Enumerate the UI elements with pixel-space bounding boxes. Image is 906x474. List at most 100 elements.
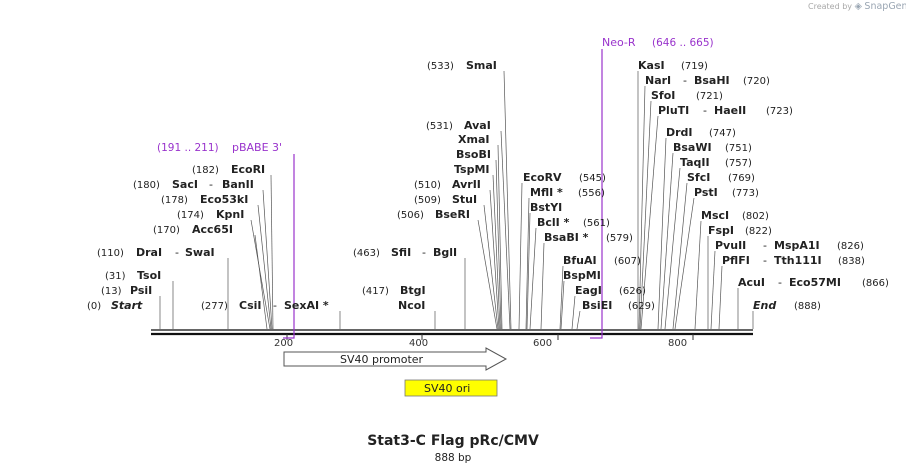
site-bsob[interactable]: BsoBI [456, 148, 491, 161]
site-kpn[interactable]: (174) KpnI [177, 208, 244, 221]
leader-xma [497, 144, 503, 330]
feature-neo-r[interactable]: Neo-R (646 .. 665) [590, 36, 714, 339]
site-csi[interactable]: (277) CsiI - SexAI * [201, 299, 329, 312]
site-fsp-pos: (822) [745, 226, 772, 237]
site-nco[interactable]: NcoI [398, 299, 425, 312]
created-by-text: Created by [808, 2, 853, 11]
site-acu[interactable]: AcuI - Eco57MI (866) [738, 276, 889, 289]
leader-bsie [576, 310, 581, 330]
site-bsty-name: BstYI [530, 201, 562, 214]
leader-sfc [672, 182, 688, 330]
site-pvu2-sep: - [763, 239, 767, 252]
site-sac-name: SacI [172, 178, 198, 191]
site-start-pos: (0) [87, 301, 101, 312]
neo-r-primer-line [590, 49, 603, 339]
site-bcl-pos: (561) [583, 218, 610, 229]
pbabe3-range: (191 .. 211) [157, 142, 219, 154]
leader-sfo [639, 100, 652, 330]
scale-ticks: 200 400 600 800 [274, 334, 694, 349]
site-csi-sep: - [273, 299, 277, 312]
site-pfl-sep: - [763, 254, 767, 267]
site-tso-pos: (31) [105, 271, 126, 282]
site-bsty[interactable]: BstYI [530, 201, 562, 214]
site-sma[interactable]: (533) SmaI [427, 59, 497, 72]
site-pvu2-pos: (826) [837, 241, 864, 252]
site-bsaw-name: BsaWI [673, 141, 712, 154]
site-msc[interactable]: MscI (802) [701, 209, 769, 222]
site-bsaw-pos: (751) [725, 143, 752, 154]
site-btg[interactable]: (417) BtgI [362, 284, 426, 297]
pbabe3-primer-line [283, 154, 295, 339]
snapgene-branding: Created by ◈ SnapGene [808, 1, 906, 12]
leader-nar [638, 85, 646, 330]
site-taq2[interactable]: TaqII (757) [680, 156, 752, 169]
site-ecor1[interactable]: (182) EcoRI [192, 163, 265, 176]
feature-pbabe3[interactable]: (191 .. 211) pBABE 3' [157, 141, 295, 339]
site-ecorv[interactable]: EcoRV (545) [523, 171, 606, 184]
site-bser[interactable]: (506) BseRI [397, 208, 470, 221]
site-eco53k[interactable]: (178) Eco53kI [161, 193, 248, 206]
tick-label-400: 400 [409, 338, 428, 349]
site-nar[interactable]: NarI - BsaHI (720) [645, 74, 770, 87]
site-ecorv-pos: (545) [579, 173, 606, 184]
site-tso[interactable]: (31) TsoI [105, 269, 161, 282]
feature-sv40-ori[interactable]: SV40 ori [404, 379, 498, 397]
site-pfl-pos: (838) [838, 256, 865, 267]
site-pvu2[interactable]: PvuII - MspA1I (826) [715, 239, 864, 252]
site-nar-sep: - [683, 74, 687, 87]
site-taq2-name: TaqII [680, 156, 710, 169]
site-pst-name: PstI [694, 186, 718, 199]
site-pfl-alt: Tth111I [774, 254, 822, 267]
site-sfc[interactable]: SfcI (769) [687, 171, 755, 184]
site-xma-name: XmaI [458, 133, 489, 146]
site-bsie[interactable]: BsiEI (629) [582, 299, 655, 312]
site-drd[interactable]: DrdI (747) [666, 126, 736, 139]
site-kpn-name: KpnI [216, 208, 244, 221]
site-sma-pos: (533) [427, 61, 454, 72]
site-bsie-pos: (629) [628, 301, 655, 312]
leader-bsab [540, 242, 545, 330]
site-stu[interactable]: (509) StuI [414, 193, 477, 206]
site-end[interactable]: End (888) [753, 299, 821, 312]
site-dra[interactable]: (110) DraI - SwaI [97, 246, 215, 259]
site-mfl[interactable]: MflI * (556) [530, 186, 605, 199]
site-plut-pos: (723) [766, 106, 793, 117]
site-bsab[interactable]: BsaBI * (579) [544, 231, 633, 244]
site-bspm[interactable]: BspMI [563, 269, 601, 282]
site-avr2[interactable]: (510) AvrII [414, 178, 481, 191]
site-ava[interactable]: (531) AvaI [426, 119, 491, 132]
site-xma[interactable]: XmaI [458, 133, 489, 146]
pbabe3-label: pBABE 3' [232, 141, 282, 154]
site-ecor1-name: EcoRI [231, 163, 265, 176]
site-sac-alt: BanII [222, 178, 254, 191]
site-bfua[interactable]: BfuAI (607) [563, 254, 641, 267]
site-pfl[interactable]: PflFI - Tth111I (838) [722, 254, 865, 267]
site-eco53k-name: Eco53kI [200, 193, 248, 206]
site-sfo[interactable]: SfoI (721) [651, 89, 723, 102]
site-pst[interactable]: PstI (773) [694, 186, 759, 199]
tick-label-800: 800 [668, 338, 687, 349]
site-acc65[interactable]: (170) Acc65I [153, 223, 233, 236]
leader-bspm [560, 280, 565, 330]
plasmid-title: Stat3-C Flag pRc/CMV [367, 433, 539, 449]
site-plut[interactable]: PluTI - HaeII (723) [658, 104, 793, 117]
site-bfua-pos: (607) [614, 256, 641, 267]
site-sac[interactable]: (180) SacI - BanII [133, 178, 254, 191]
site-psi[interactable]: (13) PsiI [101, 284, 152, 297]
site-sfi[interactable]: (463) SfiI - BglI [353, 246, 457, 259]
site-bsaw[interactable]: BsaWI (751) [673, 141, 752, 154]
site-tspm[interactable]: TspMI [454, 163, 490, 176]
site-fsp[interactable]: FspI (822) [708, 224, 772, 237]
leader-msc [694, 220, 702, 330]
site-sfo-pos: (721) [696, 91, 723, 102]
right-site-labels: EcoRV (545) MflI * (556) BstYI BclI * (5… [523, 59, 889, 312]
site-stu-pos: (509) [414, 195, 441, 206]
neo-r-range: (646 .. 665) [652, 37, 714, 49]
site-start[interactable]: (0) Start [87, 299, 143, 312]
site-bcl[interactable]: BclI * (561) [537, 216, 610, 229]
site-nar-alt: BsaHI [694, 74, 730, 87]
site-kas[interactable]: KasI (719) [638, 59, 708, 72]
feature-sv40-promoter[interactable]: SV40 promoter [283, 347, 508, 371]
site-pvu2-name: PvuII [715, 239, 746, 252]
site-eag[interactable]: EagI (626) [575, 284, 646, 297]
